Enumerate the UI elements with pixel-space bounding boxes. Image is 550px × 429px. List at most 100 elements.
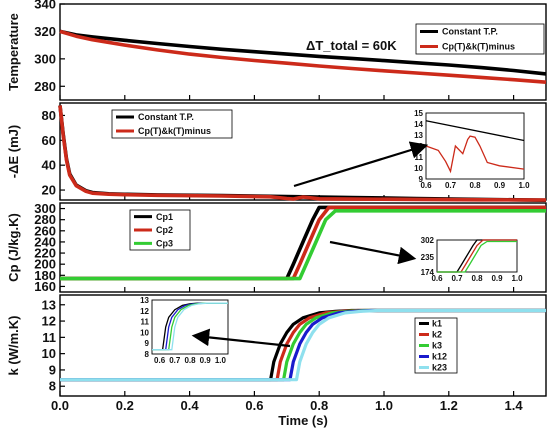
y-tick-label: 340	[34, 0, 56, 12]
inset-y-tick-label: 10	[414, 164, 423, 173]
inset-y-tick-label: 13	[414, 131, 423, 140]
x-tick-label: 1.2	[440, 398, 458, 413]
delta-t-total-annotation: ΔT_total = 60K	[306, 38, 397, 53]
legend-label: k3	[432, 341, 442, 351]
legend-label: Cp1	[156, 212, 173, 222]
x-tick-label: 0.6	[245, 398, 263, 413]
legend-label: Cp(T)&k(T)minus	[138, 126, 211, 136]
inset-y-tick-label: 11	[415, 153, 424, 162]
y-tick-label: 13	[42, 297, 56, 312]
annotation-arrows	[191, 141, 429, 348]
y-axis-label: k (W/m.K)	[6, 316, 21, 376]
legend-label: k2	[432, 330, 442, 340]
inset-y-tick-label: 302	[421, 236, 435, 245]
y-tick-label: 12	[42, 314, 56, 329]
inset-y-tick-label: 10	[140, 328, 149, 337]
series-line-cp-t-k-t-minus	[59, 29, 547, 84]
y-tick-label: 280	[34, 212, 56, 227]
inset-x-tick-label: 0.6	[431, 274, 443, 283]
y-tick-label: 300	[34, 51, 56, 66]
inset-series-line	[437, 240, 517, 273]
y-tick-label: 240	[34, 234, 56, 249]
y-tick-label: 180	[34, 268, 56, 283]
plot-frame	[59, 294, 547, 397]
y-axis-label: Temperature	[6, 13, 21, 91]
y-axis-label: Cp (J/kg.K)	[6, 213, 21, 282]
series-line-k2	[60, 308, 546, 382]
x-axis-label: Time (s)	[278, 413, 328, 428]
x-tick-label: 1.4	[505, 398, 524, 413]
inset-frame	[425, 112, 525, 180]
y-tick-label: 11	[42, 330, 56, 345]
y-tick-label: 300	[34, 201, 56, 216]
legend: Constant T.P. Cp(T)&k(T)minus	[111, 109, 233, 139]
series-line-cp3	[60, 209, 546, 281]
y-tick-label: 20	[42, 183, 56, 198]
legend-label: Cp2	[156, 225, 173, 235]
y-tick-label: 200	[34, 257, 56, 272]
inset-y-tick-label: 9	[419, 175, 424, 184]
inset-y-tick-label: 235	[421, 253, 435, 262]
y-tick-label: 320	[34, 24, 56, 39]
y-tick-label: 40	[42, 158, 56, 173]
inset-x-tick-label: 0.8	[469, 181, 481, 190]
inset-x-tick-label: 0.7	[451, 274, 463, 283]
series-line-constant-t-p	[59, 29, 547, 76]
legend-box	[415, 23, 545, 55]
inset-x-tick-label: 0.9	[200, 356, 212, 365]
inset-y-tick-label: 15	[414, 109, 423, 118]
inset-x-tick-label: 0.9	[494, 181, 506, 190]
legend: Cp1 Cp2 Cp3	[129, 209, 191, 251]
legend-label: k23	[432, 363, 447, 373]
legend-label: Constant T.P.	[442, 27, 498, 37]
inset-y-tick-label: 14	[414, 120, 423, 129]
inset-series-line	[152, 302, 228, 351]
panel-temperature: ΔT_total = 60K 280 300 320 340 Temperature Co…	[6, 0, 547, 101]
legend: Constant T.P. Cp(T)&k(T)minus	[415, 23, 545, 55]
y-tick-label: 8	[49, 379, 56, 394]
inset-x-tick-label: 0.8	[184, 356, 196, 365]
series-line-cp-t-k-t-minus	[58, 105, 547, 202]
inset-y-tick-label: 174	[421, 268, 435, 277]
inset-y-tick-label: 8	[145, 350, 150, 359]
legend-label: Cp(T)&k(T)minus	[442, 42, 515, 52]
y-tick-label: 10	[42, 346, 56, 361]
y-tick-label: 220	[34, 246, 56, 261]
inset-x-tick-label: 1.0	[215, 356, 227, 365]
inset-x-tick-label: 1.0	[511, 274, 523, 283]
zoom-arrow-conductivity	[191, 328, 291, 348]
legend-label: k1	[432, 319, 442, 329]
y-tick-label: 160	[34, 279, 56, 294]
inset-y-tick-label: 9	[145, 339, 150, 348]
panel-energy: 20 40 60 80 -ΔE (mJ) Constant T.P. Cp(T)&k(T)m…	[6, 102, 547, 202]
y-tick-label: 280	[34, 79, 56, 94]
zoom-arrow-heat-capacity	[329, 240, 417, 265]
y-tick-label: 9	[49, 362, 56, 377]
x-tick-label: 0.2	[116, 398, 134, 413]
inset-x-tick-label: 1.0	[518, 181, 530, 190]
plot-frame	[59, 102, 547, 201]
plot-frame	[59, 3, 547, 101]
inset-x-tick-label: 0.6	[420, 181, 432, 190]
legend-label: Constant T.P.	[138, 112, 194, 122]
legend-box	[111, 109, 233, 139]
inset-series-line	[425, 135, 525, 174]
legend-label: Cp3	[156, 239, 173, 249]
inset-x-tick-label: 0.7	[445, 181, 457, 190]
y-tick-label: 60	[42, 133, 56, 148]
y-tick-label: 80	[42, 108, 56, 123]
x-tick-label: 0.8	[310, 398, 328, 413]
x-tick-label: 1.0	[375, 398, 393, 413]
x-tick-label: 0.4	[181, 398, 200, 413]
inset-frame	[151, 299, 229, 355]
inset-series-line	[425, 120, 525, 142]
series-line-k23	[60, 308, 546, 382]
plot-frame	[59, 202, 547, 293]
inset-y-tick-label: 12	[140, 307, 149, 316]
